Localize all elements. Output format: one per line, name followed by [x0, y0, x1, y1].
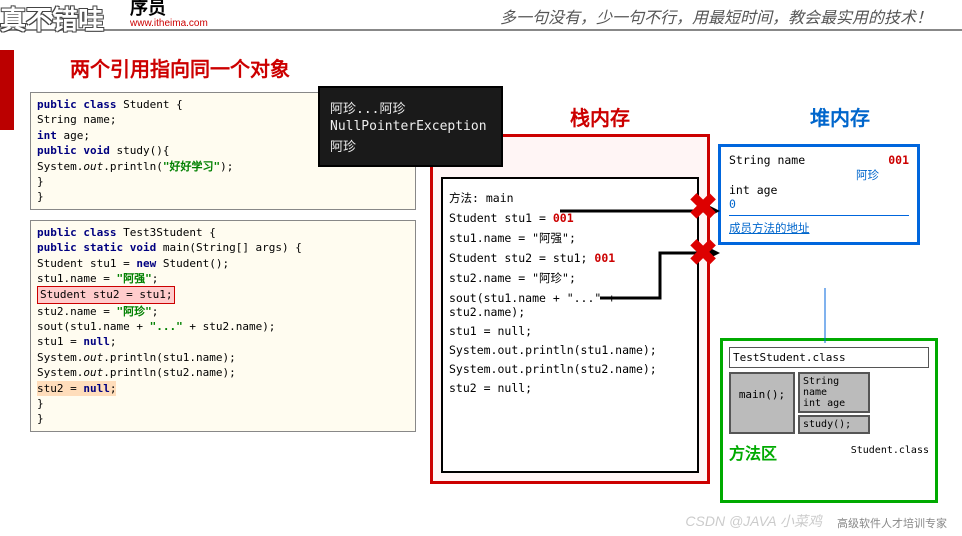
overlay-text: 真不错哇	[0, 0, 104, 37]
slogan: 多一句没有，少一句不行，用最短时间，教会最实用的技术！	[500, 4, 942, 28]
logo-url: www.itheima.com	[130, 18, 208, 29]
console-line: NullPointerException	[330, 119, 491, 134]
footer-text: 高级软件人才培训专家	[837, 515, 947, 531]
heap-memory-label: 堆内存	[810, 102, 870, 131]
x-mark-2: ✖	[688, 232, 718, 274]
console-output: 阿珍...阿珍 NullPointerException 阿珍	[318, 86, 503, 167]
highlighted-line-2: stu2 = null;	[37, 381, 116, 396]
code-test-class: public class Test3Student { public stati…	[30, 220, 416, 432]
logo-sub: 序员	[130, 0, 208, 20]
method-area-box: TestStudent.class main(); String nameint…	[720, 338, 938, 503]
stack-memory-box: 方法: main Student stu1 = 001 stu1.name = …	[430, 134, 710, 484]
x-mark-1: ✖	[688, 186, 718, 228]
stack-memory-label: 栈内存	[570, 102, 630, 131]
watermark: CSDN @JAVA 小菜鸡	[685, 511, 822, 531]
highlighted-line: Student stu2 = stu1;	[37, 286, 175, 303]
header: 真不错哇 序员 www.itheima.com 多一句没有，少一句不行，用最短时…	[0, 0, 962, 31]
heap-memory-box: String name001 阿珍 int age 0 成员方法的地址	[718, 144, 920, 245]
method-area-label: 方法区	[729, 440, 777, 464]
section-title: 两个引用指向同一个对象	[70, 53, 942, 82]
console-line: 阿珍	[330, 136, 491, 155]
console-line: 阿珍...阿珍	[330, 98, 491, 117]
line-heap-method	[810, 288, 840, 348]
